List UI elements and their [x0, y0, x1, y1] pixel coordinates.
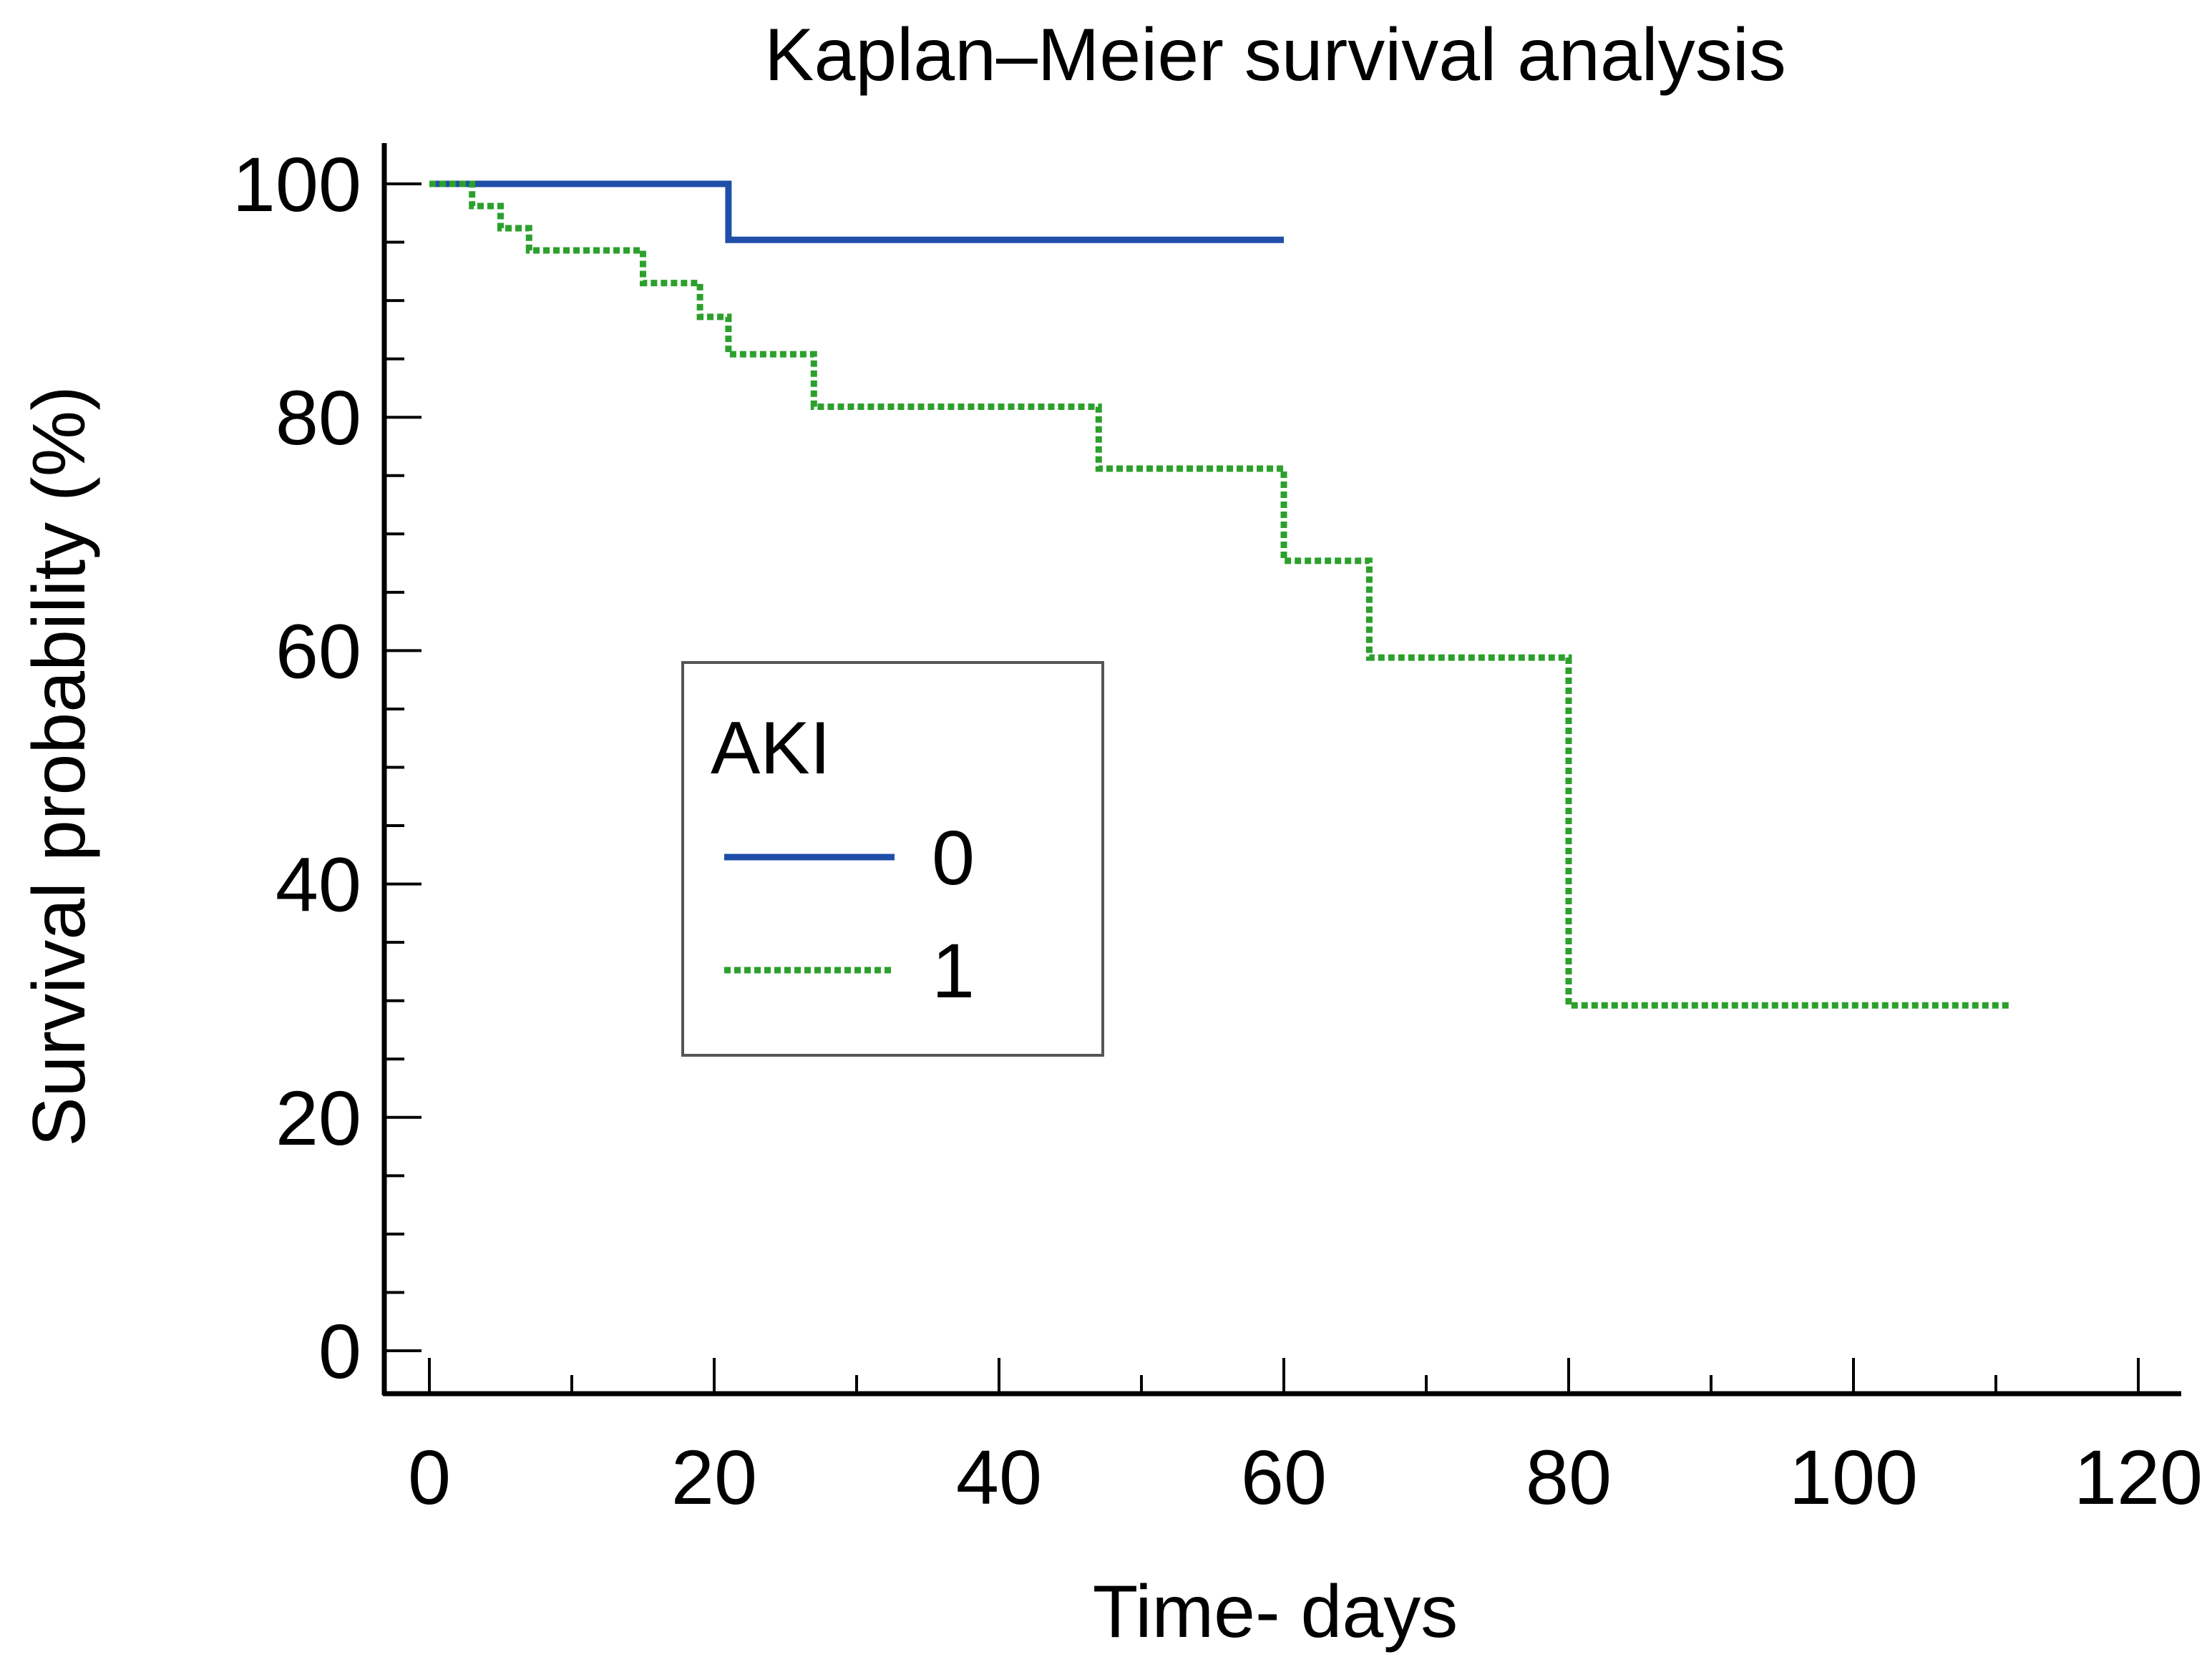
y-tick-label: 60 — [276, 607, 361, 694]
series-1-curve — [429, 180, 2010, 1009]
legend-title: AKI — [711, 707, 831, 790]
x-tick-label: 60 — [1241, 1434, 1327, 1520]
y-tick-label: 0 — [318, 1308, 361, 1394]
y-tick-label: 80 — [276, 374, 361, 461]
series-0-curve — [429, 180, 1284, 243]
chart-title: Kaplan–Meier survival analysis — [764, 14, 1786, 97]
x-axis-title: Time- days — [1093, 1570, 1458, 1653]
x-tick-label: 80 — [1526, 1434, 1612, 1520]
x-tick-label: 20 — [671, 1434, 757, 1520]
series-layer — [429, 180, 2010, 1009]
y-tick-label: 40 — [276, 841, 361, 928]
y-axis-ticks: 0 20 40 60 80 100 — [233, 141, 422, 1394]
x-tick-label: 0 — [408, 1434, 451, 1520]
legend-label-0: 0 — [932, 814, 975, 901]
x-tick-label: 40 — [956, 1434, 1042, 1520]
axes — [381, 143, 2181, 1397]
legend: AKI 01 — [681, 661, 1104, 1057]
x-tick-label: 100 — [1789, 1434, 1918, 1520]
y-tick-label: 100 — [233, 141, 361, 228]
x-axis-ticks: 0 20 40 60 80 100 120 — [408, 1358, 2203, 1520]
legend-items: 01 — [724, 814, 975, 1014]
y-axis-title: Survival probability (%) — [18, 386, 101, 1146]
y-tick-label: 20 — [276, 1075, 361, 1161]
x-tick-label: 120 — [2074, 1434, 2203, 1520]
legend-label-1: 1 — [932, 927, 975, 1014]
